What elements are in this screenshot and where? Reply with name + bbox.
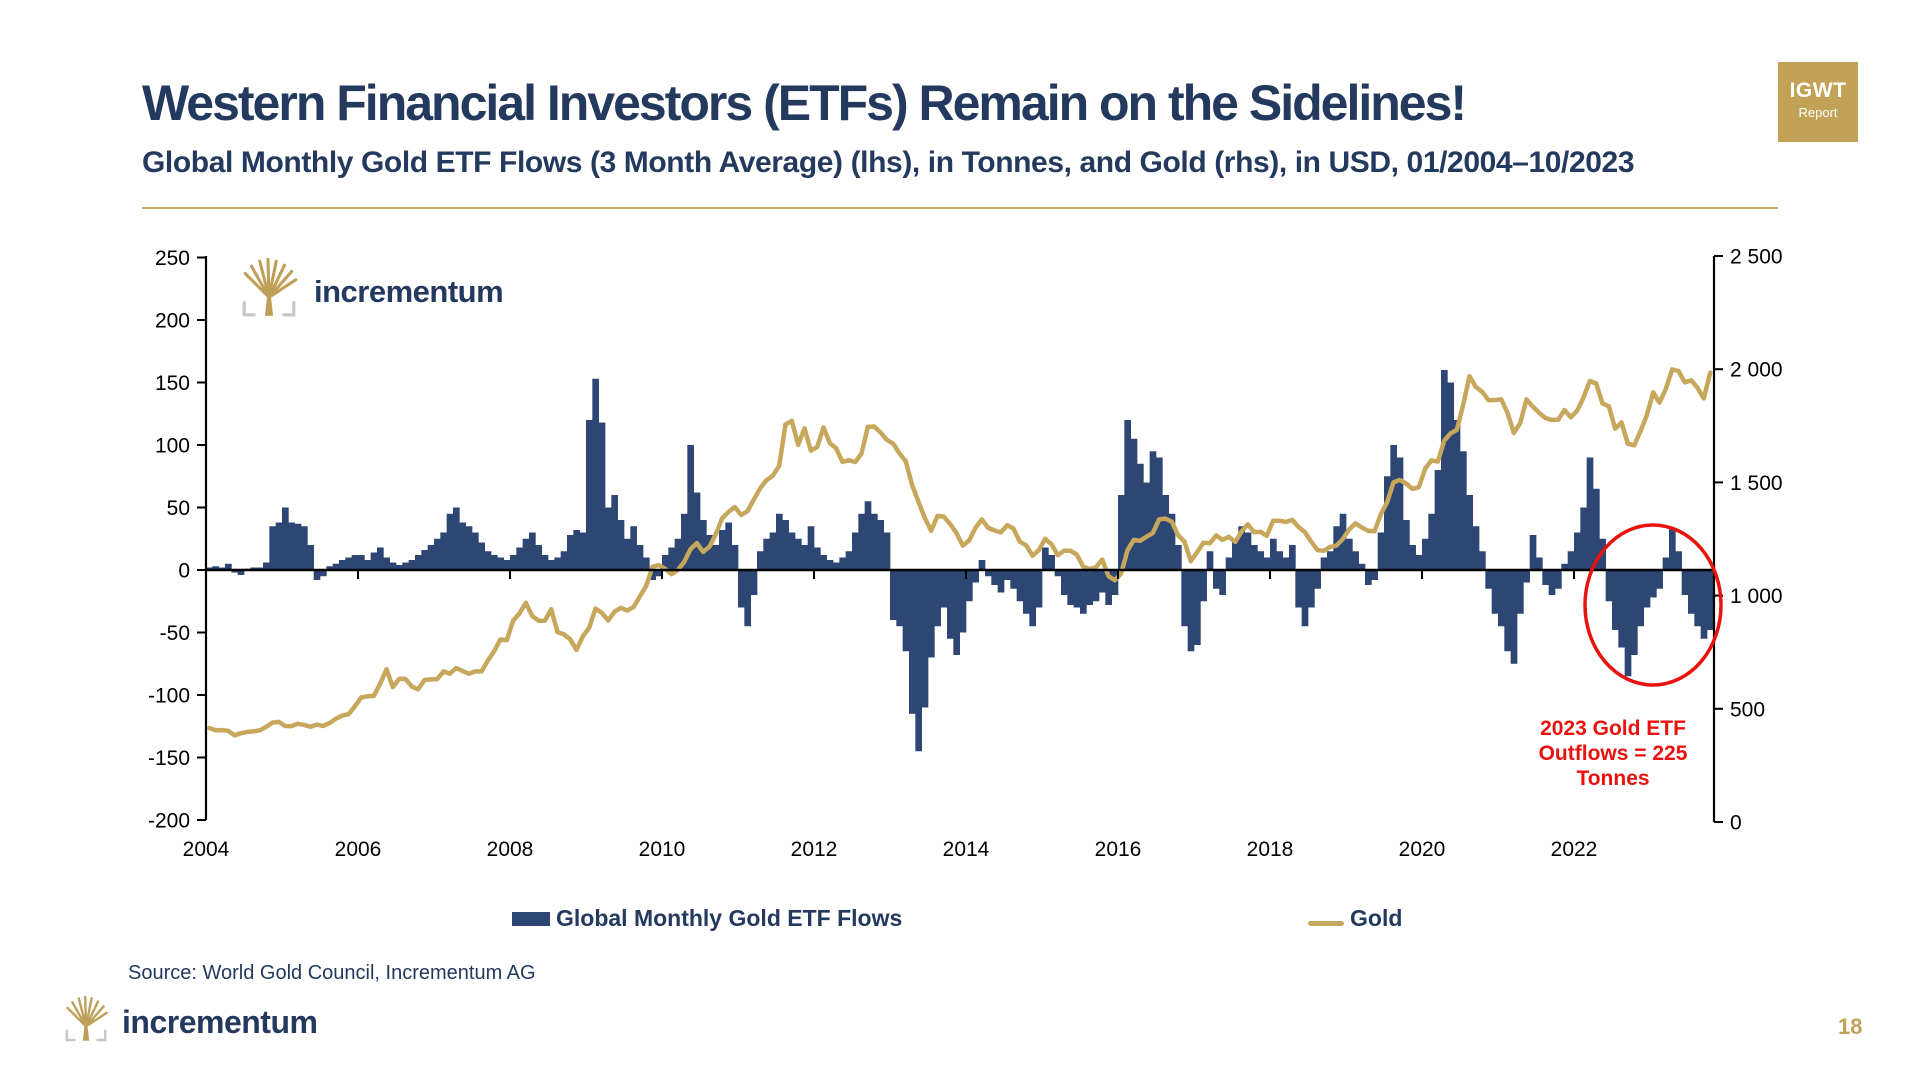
tree-icon <box>65 996 109 1042</box>
svg-text:-150: -150 <box>148 747 190 770</box>
page-title: Western Financial Investors (ETFs) Remai… <box>142 75 1467 131</box>
svg-text:2022: 2022 <box>1551 838 1598 861</box>
svg-text:2006: 2006 <box>335 838 382 861</box>
page-subtitle: Global Monthly Gold ETF Flows (3 Month A… <box>142 146 1635 179</box>
tree-icon <box>242 258 298 317</box>
badge-title: IGWT <box>1789 79 1847 102</box>
svg-text:0: 0 <box>178 560 190 583</box>
annotation-2023-outflows: 2023 Gold ETF Outflows = 225 Tonnes <box>1518 716 1708 791</box>
igwt-badge: IGWT Report <box>1778 62 1858 142</box>
svg-text:-200: -200 <box>148 810 190 833</box>
chart-logo-text: incrementum <box>314 274 504 309</box>
svg-text:200: 200 <box>155 310 190 333</box>
legend-swatch-gold <box>1308 921 1344 926</box>
svg-text:2020: 2020 <box>1399 838 1446 861</box>
legend-label-gold: Gold <box>1350 905 1403 931</box>
annotation-line: Outflows = 225 <box>1538 742 1688 765</box>
svg-text:1 500: 1 500 <box>1730 472 1783 495</box>
legend-label-flows: Global Monthly Gold ETF Flows <box>556 905 903 931</box>
svg-text:100: 100 <box>155 435 190 458</box>
svg-text:2010: 2010 <box>639 838 686 861</box>
footer-logo: incrementum <box>62 996 318 1044</box>
svg-text:-100: -100 <box>148 685 190 708</box>
svg-text:0: 0 <box>1730 812 1742 835</box>
svg-text:500: 500 <box>1730 698 1765 721</box>
legend-swatch-flows <box>512 912 550 926</box>
svg-text:150: 150 <box>155 372 190 395</box>
svg-text:2008: 2008 <box>487 838 534 861</box>
footer-logo-text: incrementum <box>122 1003 318 1040</box>
svg-text:1 000: 1 000 <box>1730 585 1783 608</box>
badge-subtitle: Report <box>1798 105 1838 120</box>
page-number: 18 <box>1838 1014 1863 1039</box>
source-note: Source: World Gold Council, Incrementum … <box>128 962 536 984</box>
svg-text:50: 50 <box>167 497 190 520</box>
svg-text:2018: 2018 <box>1247 838 1294 861</box>
svg-text:2 000: 2 000 <box>1730 359 1783 382</box>
svg-text:2004: 2004 <box>183 838 230 861</box>
title-divider <box>142 207 1778 209</box>
svg-text:2016: 2016 <box>1095 838 1142 861</box>
svg-text:2 500: 2 500 <box>1730 246 1783 269</box>
annotation-line: Tonnes <box>1576 767 1650 790</box>
annotation-line: 2023 Gold ETF <box>1540 717 1686 740</box>
svg-text:-50: -50 <box>160 622 190 645</box>
chart-logo: incrementum <box>238 258 504 320</box>
svg-text:250: 250 <box>155 247 190 270</box>
svg-text:2014: 2014 <box>943 838 990 861</box>
svg-text:2012: 2012 <box>791 838 838 861</box>
